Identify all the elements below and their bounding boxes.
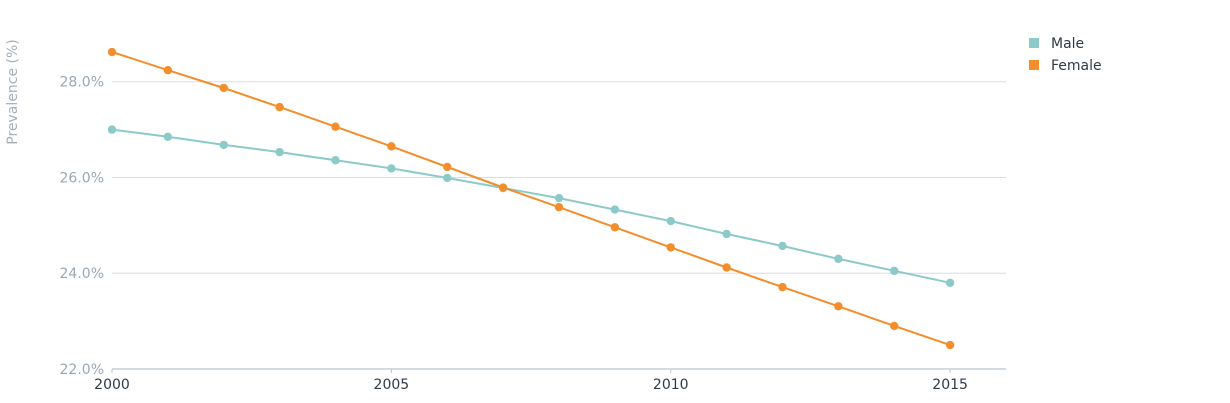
data-point-male[interactable] <box>554 193 564 203</box>
series-line-female <box>111 51 951 347</box>
data-point-male[interactable] <box>163 132 173 141</box>
legend-swatch <box>1029 60 1039 70</box>
data-point-female[interactable] <box>834 302 843 311</box>
data-point-female[interactable] <box>666 243 675 252</box>
data-point-female[interactable] <box>554 202 564 212</box>
data-point-female[interactable] <box>945 340 955 350</box>
y-tick-label: 24.0% <box>60 266 104 282</box>
y-tick-label: 28.0% <box>60 75 104 91</box>
data-point-male[interactable] <box>219 140 228 150</box>
grid-lines: 22.0% 24.0% 26.0% 28.0% <box>60 75 1006 378</box>
legend-swatch <box>1029 38 1039 48</box>
series-line-male <box>111 128 951 284</box>
data-point-female[interactable] <box>387 142 396 151</box>
data-point-female[interactable] <box>107 47 117 57</box>
data-point-female[interactable] <box>498 183 508 192</box>
data-point-female[interactable] <box>610 223 620 232</box>
axes: 2000 2005 2010 2015 <box>94 369 968 393</box>
data-point-female[interactable] <box>275 102 284 112</box>
legend-label: Female <box>1051 58 1102 74</box>
series-male <box>107 125 955 288</box>
series-female <box>107 47 955 350</box>
data-point-male[interactable] <box>666 216 675 226</box>
data-point-female[interactable] <box>890 321 899 331</box>
data-point-male[interactable] <box>443 173 452 183</box>
data-point-male[interactable] <box>107 125 117 134</box>
data-point-male[interactable] <box>834 254 843 264</box>
legend-label: Male <box>1051 36 1084 52</box>
data-point-male[interactable] <box>331 156 340 165</box>
data-point-female[interactable] <box>163 66 173 75</box>
x-tick-label: 2005 <box>374 377 410 393</box>
x-tick-label: 2010 <box>653 377 689 393</box>
y-tick-label: 22.0% <box>60 362 104 378</box>
data-point-male[interactable] <box>387 164 396 173</box>
series-layer <box>107 47 955 350</box>
data-point-male[interactable] <box>275 147 284 157</box>
y-axis-label: Prevalence (%) <box>5 39 21 145</box>
legend-item-female[interactable]: Female <box>1029 58 1102 74</box>
data-point-male[interactable] <box>945 278 955 288</box>
data-point-male[interactable] <box>778 241 787 251</box>
legend[interactable]: Male Female <box>1029 36 1102 74</box>
data-point-male[interactable] <box>890 266 899 276</box>
y-tick-label: 26.0% <box>60 170 104 186</box>
data-point-male[interactable] <box>722 229 731 239</box>
data-point-male[interactable] <box>610 205 620 214</box>
data-point-female[interactable] <box>778 282 787 292</box>
data-point-female[interactable] <box>331 122 340 131</box>
x-tick-label: 2000 <box>94 377 130 393</box>
data-point-female[interactable] <box>219 83 228 93</box>
x-tick-label: 2015 <box>932 377 968 393</box>
data-point-female[interactable] <box>443 162 452 172</box>
data-point-female[interactable] <box>722 263 731 272</box>
legend-item-male[interactable]: Male <box>1029 36 1084 52</box>
